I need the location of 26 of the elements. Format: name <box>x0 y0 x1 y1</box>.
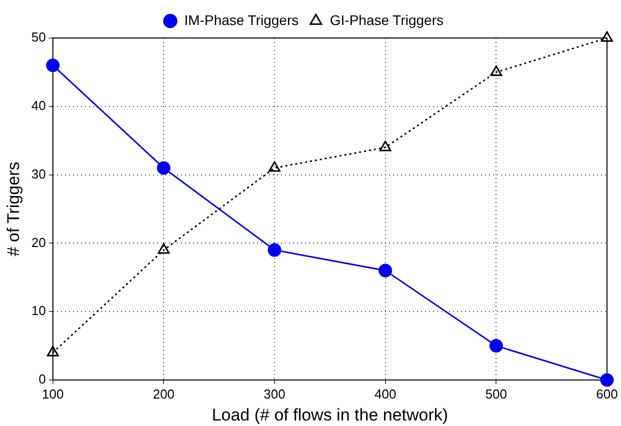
x-tick-label: 200 <box>152 386 175 402</box>
point <box>378 264 392 278</box>
y-tick-label: 0 <box>38 372 46 387</box>
x-tick-label: 600 <box>596 386 618 402</box>
y-tick-label: 40 <box>31 98 46 113</box>
point <box>490 65 502 76</box>
x-tick-label: 500 <box>485 386 508 402</box>
y-tick-label: 10 <box>31 303 46 318</box>
point <box>601 31 613 42</box>
point <box>489 339 503 353</box>
point <box>268 161 280 172</box>
legend-label: IM-Phase Triggers <box>184 12 299 28</box>
y-tick-label: 20 <box>31 234 46 250</box>
x-tick-label: 400 <box>374 386 396 402</box>
point <box>379 140 392 152</box>
point <box>158 243 170 254</box>
point <box>156 161 170 175</box>
point <box>600 373 614 387</box>
x-axis-title: Load (# of flows in the network) <box>212 405 448 424</box>
x-tick-label: 100 <box>42 386 64 402</box>
legend-label: GI-Phase Triggers <box>330 12 444 28</box>
y-tick-label: 50 <box>31 30 46 45</box>
point <box>268 243 282 257</box>
y-tick-label: 30 <box>31 166 46 182</box>
y-axis-title: # of Triggers <box>4 162 23 256</box>
x-tick-label: 300 <box>264 386 286 402</box>
